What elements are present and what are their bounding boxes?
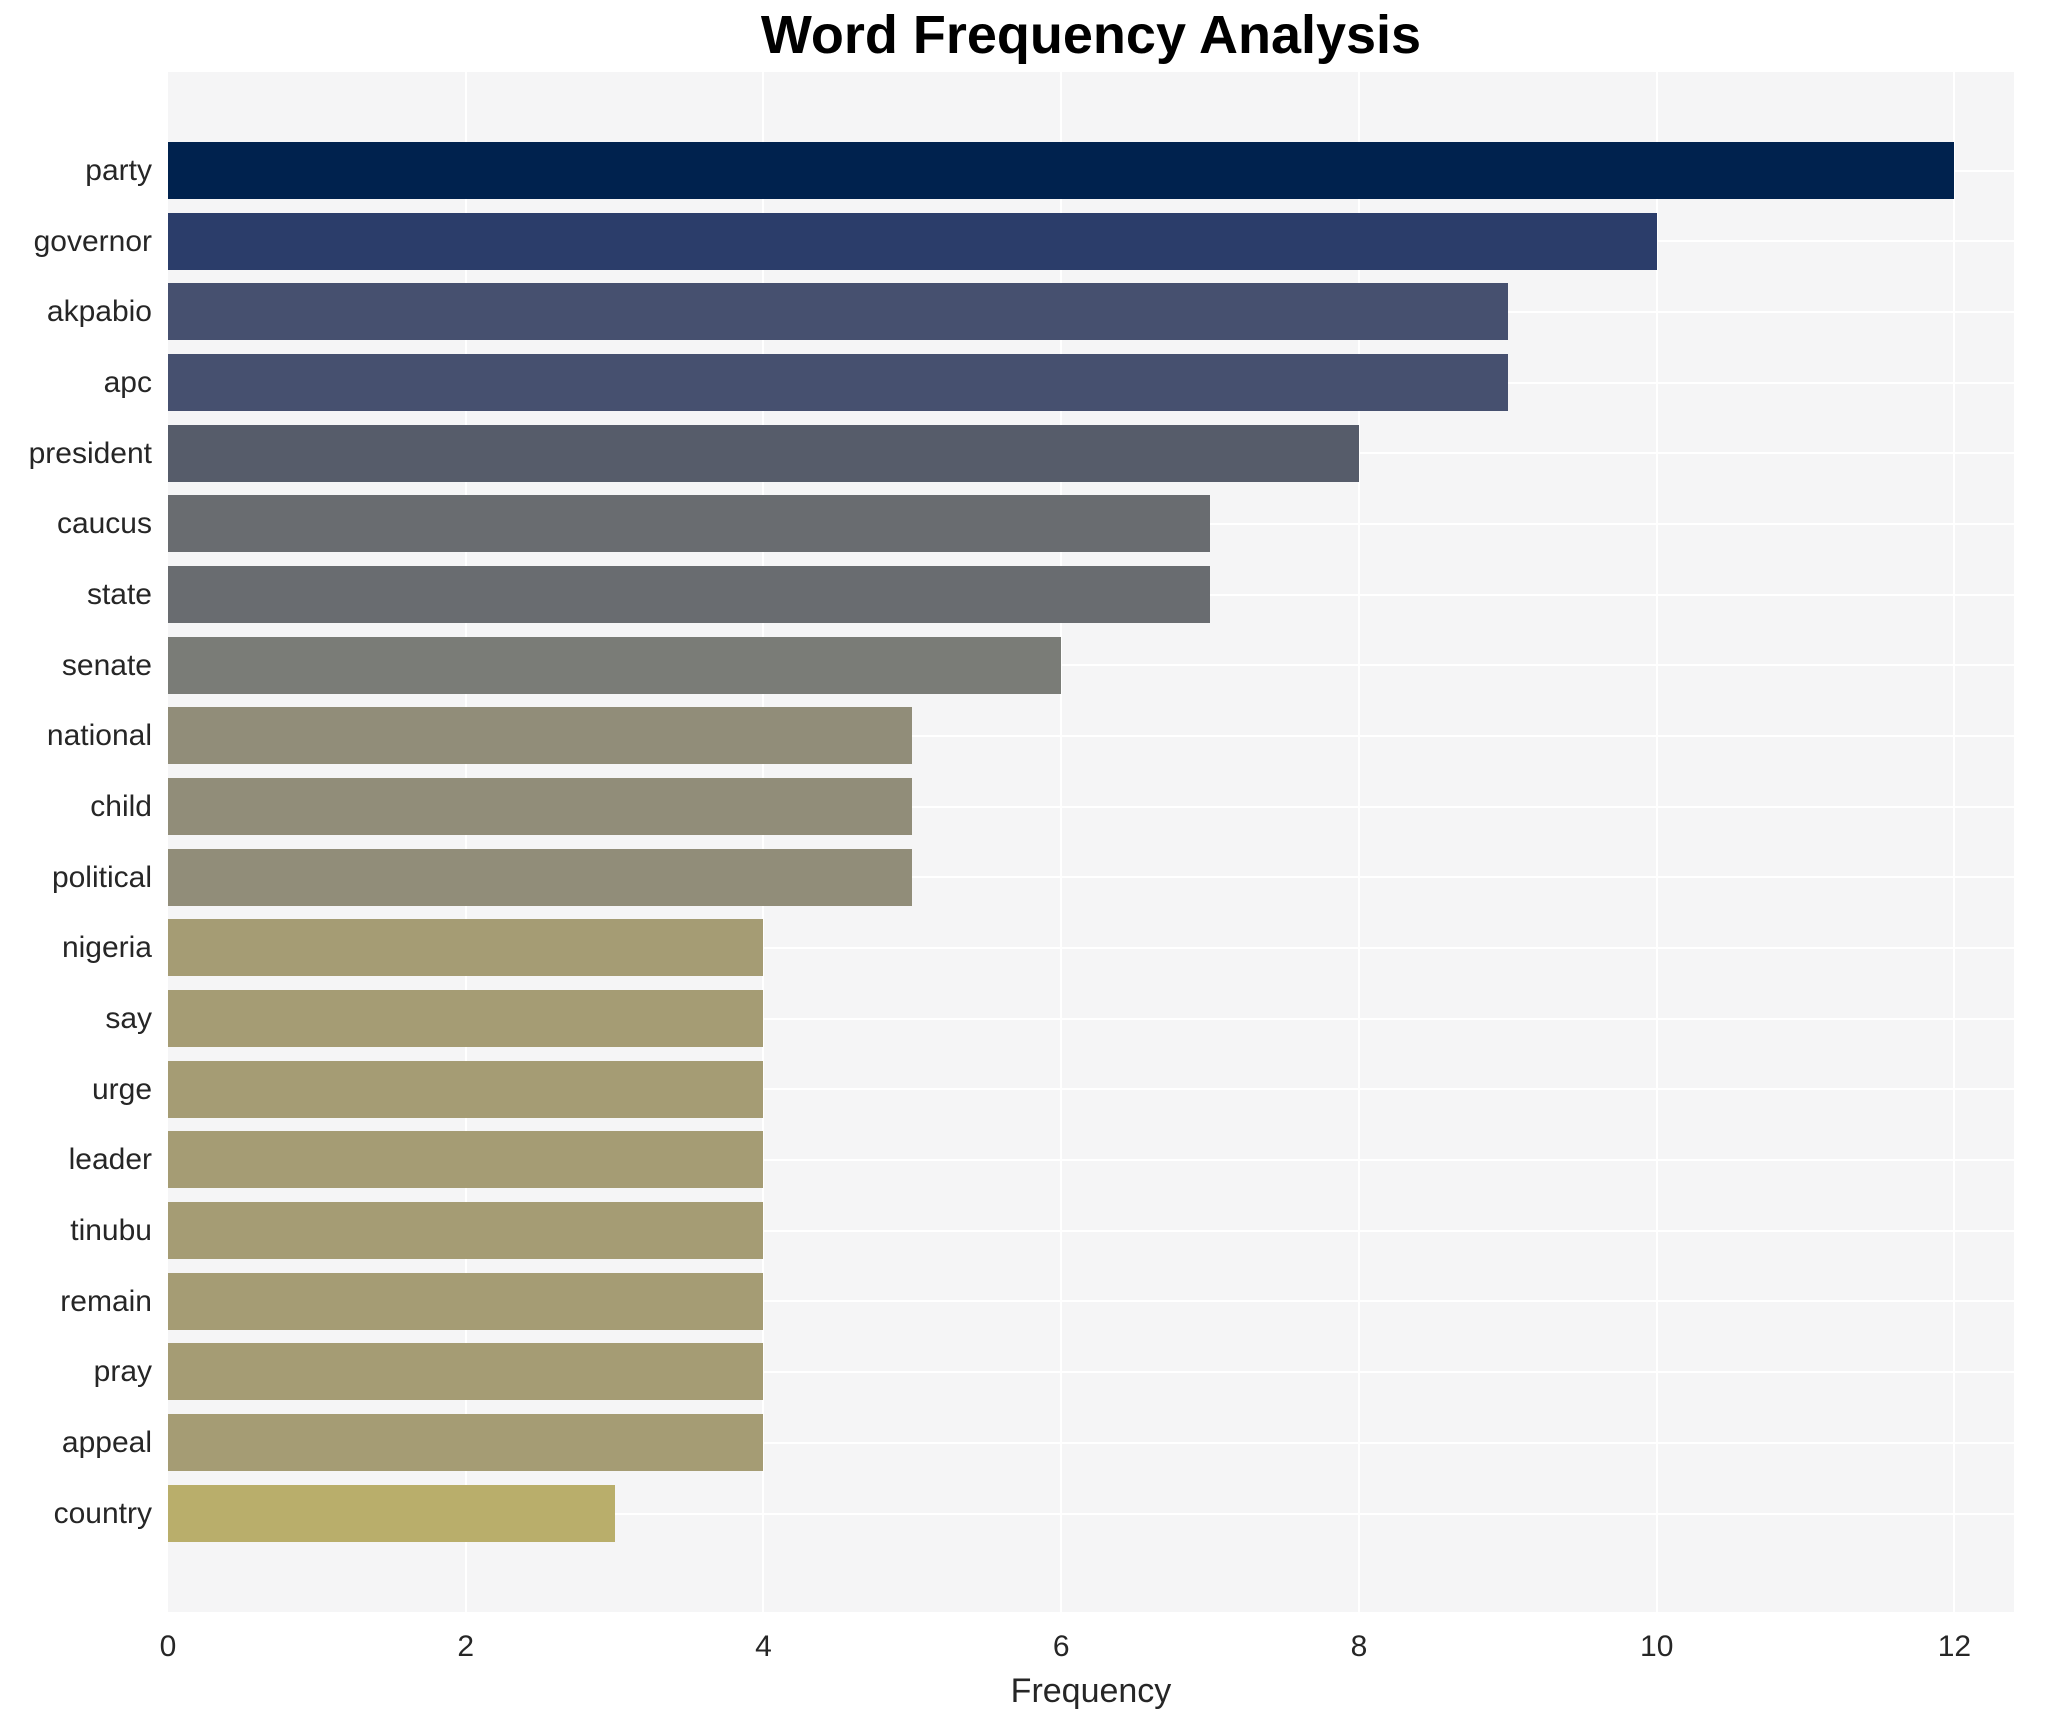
bar-state bbox=[168, 566, 1211, 624]
bar-row-pray: pray bbox=[94, 1343, 2014, 1401]
bar-tinubu bbox=[168, 1202, 764, 1260]
horizontal-gridline bbox=[168, 1371, 2014, 1374]
bar-row-leader: leader bbox=[69, 1131, 2014, 1189]
bar-row-party: party bbox=[85, 142, 2014, 199]
category-label-apc: apc bbox=[103, 366, 152, 400]
horizontal-gridline bbox=[168, 947, 2014, 950]
bar-appeal bbox=[168, 1414, 764, 1472]
category-label-child: child bbox=[90, 790, 152, 824]
bar-national bbox=[168, 707, 913, 765]
category-label-senate: senate bbox=[61, 648, 152, 682]
horizontal-gridline bbox=[168, 1229, 2014, 1232]
category-label-leader: leader bbox=[68, 1143, 152, 1177]
category-label-governor: governor bbox=[33, 224, 152, 258]
bar-row-appeal: appeal bbox=[62, 1414, 2014, 1472]
bar-row-state: state bbox=[87, 566, 2014, 624]
horizontal-gridline bbox=[168, 734, 2014, 737]
horizontal-gridline bbox=[168, 805, 2014, 808]
chart-title: Word Frequency Analysis bbox=[760, 5, 1422, 65]
x-tick-10: 10 bbox=[1640, 1630, 1674, 1663]
x-tick-6: 6 bbox=[1052, 1630, 1070, 1663]
vertical-gridline bbox=[762, 72, 765, 1612]
category-label-say: say bbox=[105, 1002, 152, 1036]
bar-nigeria bbox=[168, 919, 764, 977]
x-tick-8: 8 bbox=[1350, 1630, 1368, 1663]
bar-president bbox=[168, 424, 1359, 482]
horizontal-gridline bbox=[168, 876, 2014, 879]
bar-row-apc: apc bbox=[104, 354, 2014, 412]
bar-row-nigeria: nigeria bbox=[62, 919, 2014, 977]
horizontal-gridline bbox=[168, 1088, 2014, 1091]
category-label-national: national bbox=[46, 719, 152, 753]
bar-say bbox=[168, 990, 764, 1048]
bar-row-urge: urge bbox=[92, 1060, 2014, 1118]
category-label-party: party bbox=[85, 154, 152, 187]
x-tick-0: 0 bbox=[159, 1630, 177, 1663]
category-label-tinubu: tinubu bbox=[70, 1214, 152, 1248]
x-tick-4: 4 bbox=[755, 1630, 772, 1663]
bar-row-governor: governor bbox=[34, 212, 2014, 270]
vertical-gridline bbox=[1953, 72, 1956, 1612]
bar-party bbox=[168, 142, 1955, 199]
vertical-gridline bbox=[1357, 72, 1360, 1612]
bar-row-tinubu: tinubu bbox=[70, 1202, 2014, 1260]
horizontal-gridline bbox=[168, 664, 2014, 667]
vertical-gridline bbox=[1060, 72, 1063, 1612]
horizontal-gridline bbox=[168, 1300, 2014, 1303]
bar-row-senate: senate bbox=[62, 636, 2014, 694]
bar-senate bbox=[168, 636, 1062, 694]
bar-governor bbox=[168, 212, 1657, 270]
horizontal-gridline bbox=[168, 1441, 2014, 1444]
vertical-gridline bbox=[1655, 72, 1658, 1612]
category-label-pray: pray bbox=[93, 1355, 152, 1389]
category-label-urge: urge bbox=[91, 1072, 152, 1106]
bar-row-caucus: caucus bbox=[57, 495, 2014, 553]
horizontal-gridline bbox=[168, 1512, 2014, 1515]
bar-row-remain: remain bbox=[60, 1272, 2014, 1330]
bar-rows: party governor akpabio apc president caucus st… bbox=[29, 72, 2014, 1612]
category-label-caucus: caucus bbox=[56, 507, 152, 541]
category-label-nigeria: nigeria bbox=[61, 931, 152, 965]
bar-row-president: president bbox=[29, 424, 2014, 482]
bar-row-national: national bbox=[47, 707, 2014, 765]
bar-leader bbox=[168, 1131, 764, 1189]
bar-child bbox=[168, 778, 913, 836]
bar-row-political: political bbox=[52, 848, 2014, 906]
category-label-akpabio: akpabio bbox=[46, 295, 152, 329]
bar-row-country: country bbox=[54, 1484, 2014, 1542]
category-label-political: political bbox=[51, 860, 152, 894]
horizontal-gridline bbox=[168, 1159, 2014, 1162]
bar-apc bbox=[168, 354, 1508, 412]
bar-row-akpabio: akpabio bbox=[47, 283, 2014, 341]
x-axis-label: Frequency bbox=[1010, 1672, 1172, 1710]
vertical-gridline bbox=[464, 72, 467, 1612]
category-label-appeal: appeal bbox=[61, 1426, 152, 1460]
bar-country bbox=[168, 1484, 615, 1542]
category-label-remain: remain bbox=[60, 1284, 152, 1318]
bar-urge bbox=[168, 1060, 764, 1118]
category-label-president: president bbox=[28, 436, 152, 470]
bar-political bbox=[168, 848, 913, 906]
bar-row-say: say bbox=[105, 990, 2014, 1048]
bar-row-child: child bbox=[90, 778, 2014, 836]
bar-pray bbox=[168, 1343, 764, 1401]
category-label-state: state bbox=[86, 578, 152, 612]
bar-akpabio bbox=[168, 283, 1508, 341]
x-tick-12: 12 bbox=[1937, 1630, 1972, 1663]
bar-remain bbox=[168, 1272, 764, 1330]
category-label-country: country bbox=[53, 1496, 152, 1530]
horizontal-gridline bbox=[168, 1017, 2014, 1020]
bar-caucus bbox=[168, 495, 1211, 553]
x-axis-ticks: 0 2 4 6 8 10 12 bbox=[160, 1630, 2014, 1670]
x-tick-2: 2 bbox=[457, 1630, 475, 1663]
plot-area: party governor akpabio apc president caucus st… bbox=[29, 72, 2014, 1612]
